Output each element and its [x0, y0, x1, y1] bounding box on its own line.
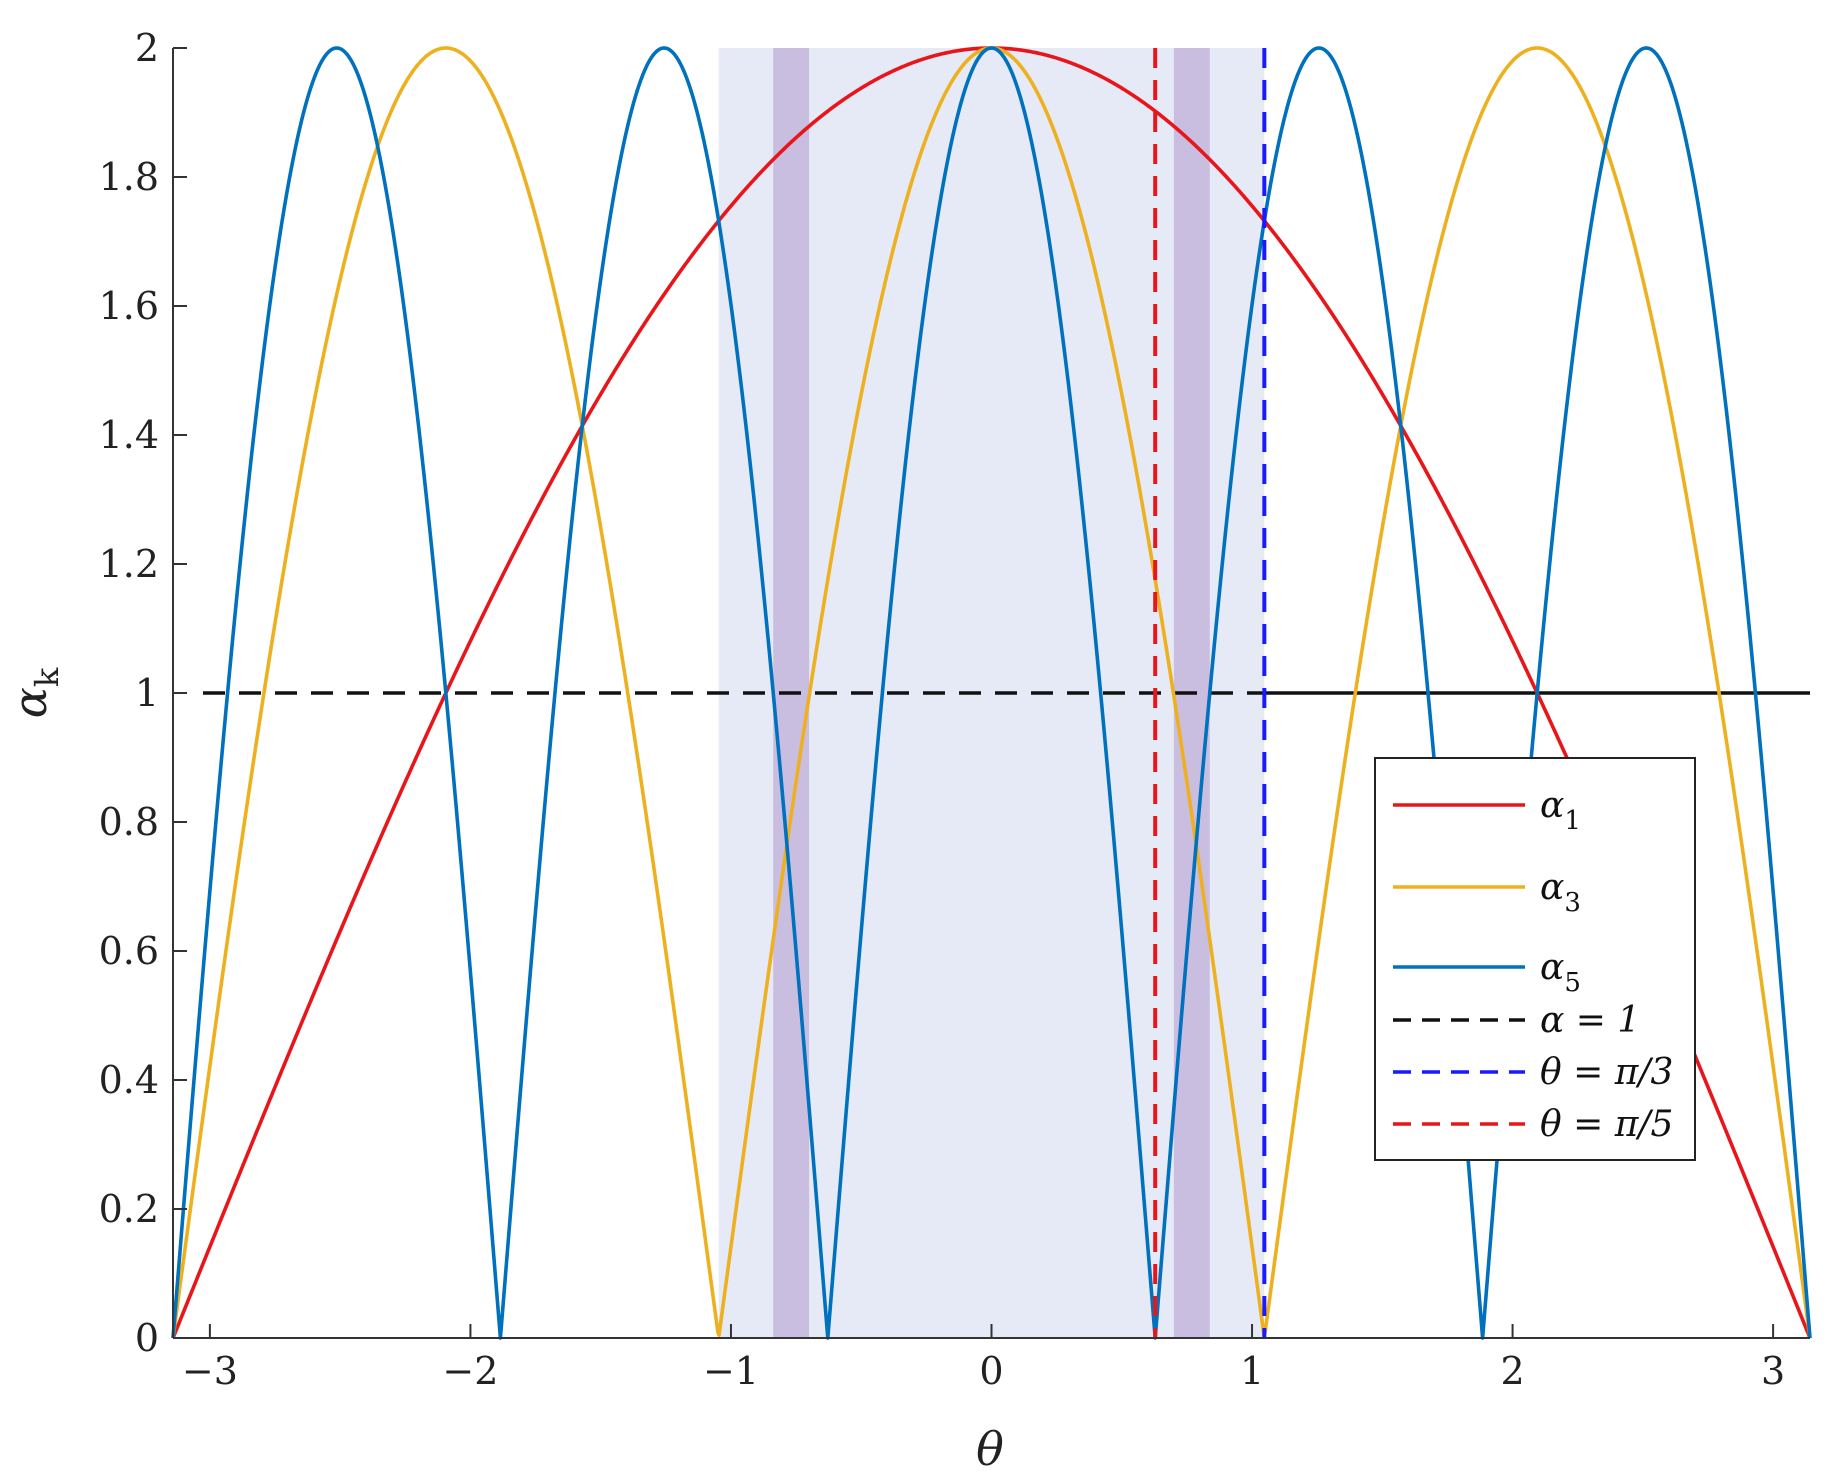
series-curve-alpha-5 [171, 46, 1812, 1340]
y-axis-label-text: αk [3, 667, 66, 718]
y-tick-label: 0.6 [99, 929, 159, 973]
x-tick-label: −2 [442, 1349, 498, 1393]
x-tick-label: 2 [1500, 1349, 1524, 1393]
legend-label: α = 1 [1540, 1000, 1640, 1041]
y-tick-label: 0.2 [99, 1187, 159, 1231]
y-tick-label: 1.4 [99, 413, 159, 457]
legend-label: α3 [1540, 867, 1581, 918]
x-axis-label: θ [976, 1422, 1004, 1476]
x-tick-label: 1 [1240, 1349, 1264, 1393]
x-tick-label: −1 [703, 1349, 759, 1393]
legend-box [1374, 757, 1696, 1161]
legend-label: θ = π/5 [1540, 1104, 1673, 1145]
x-tick-label: −3 [182, 1349, 238, 1393]
y-tick-label: 1.6 [99, 284, 159, 328]
y-axis-label: αk [3, 667, 66, 718]
legend-label: θ = π/3 [1540, 1052, 1673, 1093]
y-tick-label: 1 [135, 671, 159, 715]
y-tick-label: 0 [135, 1316, 159, 1360]
y-tick-label: 1.8 [99, 155, 159, 199]
legend-label: α5 [1540, 947, 1581, 998]
y-tick-label: 2 [135, 26, 159, 70]
x-tick-label: 3 [1761, 1349, 1785, 1393]
ticks: −3 −2 −1 0 1 2 3 0 0.2 0.4 0.6 0.8 1 1.2 1.4 1.6 1.8 2 [99, 26, 1786, 1393]
legend-label: α1 [1540, 785, 1581, 836]
y-tick-label: 1.2 [99, 542, 159, 586]
legend: α1 α3 α5α = 1 θ = π/3 θ = π/5 [1374, 757, 1696, 1161]
y-tick-label: 0.8 [99, 800, 159, 844]
x-tick-label: 0 [979, 1349, 1003, 1393]
series-layer [171, 46, 1812, 1340]
y-tick-label: 0.4 [99, 1058, 159, 1102]
